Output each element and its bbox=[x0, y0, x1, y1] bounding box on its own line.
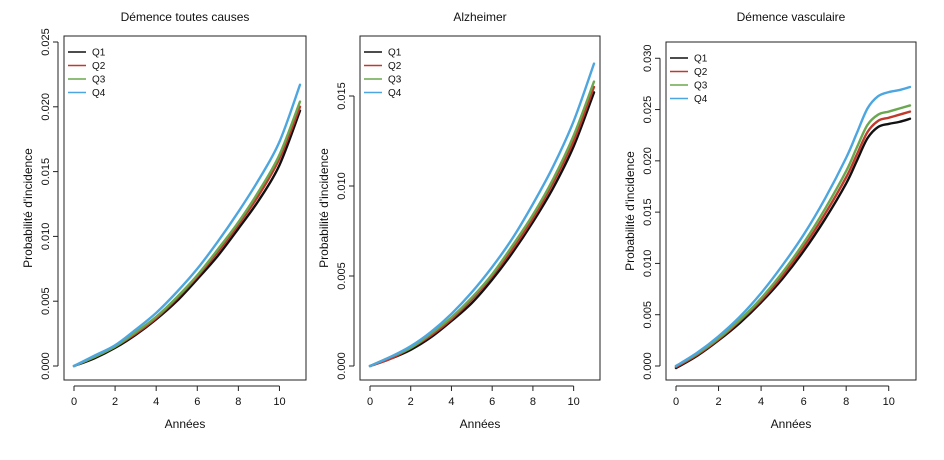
legend: Q1 Q2 Q3 Q4 bbox=[68, 48, 106, 99]
legend-label: Q3 bbox=[388, 75, 402, 86]
x-tick-label: 0 bbox=[367, 396, 373, 408]
chart-title: Alzheimer bbox=[453, 10, 506, 24]
x-axis: 0 2 4 6 8 10 bbox=[673, 385, 895, 408]
y-tick-label: 0.025 bbox=[642, 96, 654, 124]
x-axis-label: Années bbox=[165, 417, 206, 431]
series-line-q1 bbox=[368, 91, 596, 368]
y-tick-label: 0.015 bbox=[40, 158, 52, 186]
series-line-q4 bbox=[368, 62, 596, 368]
x-axis: 0 2 4 6 8 10 bbox=[71, 385, 286, 408]
legend-label: Q3 bbox=[92, 75, 106, 86]
x-tick-label: 10 bbox=[568, 396, 580, 408]
y-tick-label: 0.010 bbox=[336, 172, 348, 200]
x-axis-label: Années bbox=[460, 417, 501, 431]
x-tick-label: 0 bbox=[71, 396, 77, 408]
plot-frame bbox=[359, 35, 601, 381]
series-line-q2 bbox=[674, 110, 912, 369]
series-line-q3 bbox=[72, 100, 302, 368]
series-line-q3 bbox=[674, 104, 912, 368]
x-tick-label: 10 bbox=[883, 396, 895, 408]
plot-frame bbox=[63, 35, 307, 381]
y-tick-label: 0.005 bbox=[642, 301, 654, 329]
series-line-q2 bbox=[368, 85, 596, 368]
x-tick-label: 4 bbox=[758, 396, 764, 408]
x-tick-label: 2 bbox=[408, 396, 414, 408]
legend-label: Q3 bbox=[694, 81, 708, 92]
legend-label: Q2 bbox=[92, 61, 106, 72]
x-tick-label: 4 bbox=[448, 396, 454, 408]
legend: Q1 Q2 Q3 Q4 bbox=[670, 54, 708, 105]
x-tick-label: 6 bbox=[801, 396, 807, 408]
y-tick-label: 0.000 bbox=[336, 352, 348, 380]
x-axis: 0 2 4 6 8 10 bbox=[367, 385, 580, 408]
series-line-q4 bbox=[674, 85, 912, 368]
x-tick-label: 2 bbox=[715, 396, 721, 408]
y-tick-label: 0.010 bbox=[642, 250, 654, 278]
x-tick-label: 10 bbox=[273, 396, 285, 408]
legend-label: Q1 bbox=[92, 48, 106, 59]
y-axis: 0.000 0.005 0.010 0.015 0.020 0.025 0.030 bbox=[642, 44, 661, 380]
chart-title: Démence toutes causes bbox=[121, 10, 250, 24]
y-axis: 0.000 0.005 0.010 0.015 bbox=[336, 82, 355, 380]
series-line-q3 bbox=[368, 80, 596, 368]
legend-label: Q4 bbox=[388, 88, 402, 99]
legend: Q1 Q2 Q3 Q4 bbox=[364, 48, 402, 99]
legend-label: Q4 bbox=[92, 88, 106, 99]
series-line-q1 bbox=[72, 109, 302, 368]
x-tick-label: 6 bbox=[489, 396, 495, 408]
chart-title: Démence vasculaire bbox=[737, 10, 846, 24]
y-axis-label: Probabilité d'incidence bbox=[623, 151, 637, 271]
y-tick-label: 0.020 bbox=[642, 147, 654, 175]
x-tick-label: 2 bbox=[112, 396, 118, 408]
y-tick-label: 0.010 bbox=[40, 223, 52, 251]
legend-label: Q4 bbox=[694, 94, 708, 105]
legend-label: Q1 bbox=[694, 54, 708, 65]
x-tick-label: 0 bbox=[673, 396, 679, 408]
legend-label: Q1 bbox=[388, 48, 402, 59]
y-tick-label: 0.020 bbox=[40, 93, 52, 121]
y-tick-label: 0.025 bbox=[40, 28, 52, 56]
plot-frame bbox=[665, 41, 917, 381]
y-tick-label: 0.005 bbox=[40, 287, 52, 315]
y-axis: 0.000 0.005 0.010 0.015 0.020 0.025 bbox=[40, 28, 59, 380]
x-tick-label: 8 bbox=[843, 396, 849, 408]
x-tick-label: 6 bbox=[194, 396, 200, 408]
series-line-q4 bbox=[72, 83, 302, 368]
x-axis-label: Années bbox=[771, 417, 812, 431]
series-line-q2 bbox=[72, 105, 302, 368]
y-tick-label: 0.005 bbox=[336, 262, 348, 290]
series-line-q1 bbox=[674, 117, 912, 370]
x-tick-label: 8 bbox=[530, 396, 536, 408]
legend-label: Q2 bbox=[694, 67, 708, 78]
y-tick-label: 0.015 bbox=[336, 82, 348, 110]
y-tick-label: 0.000 bbox=[642, 352, 654, 380]
x-tick-label: 8 bbox=[235, 396, 241, 408]
y-tick-label: 0.000 bbox=[40, 352, 52, 380]
y-axis-label: Probabilité d'incidence bbox=[21, 148, 35, 268]
y-tick-label: 0.015 bbox=[642, 198, 654, 226]
x-tick-label: 4 bbox=[153, 396, 159, 408]
y-tick-label: 0.030 bbox=[642, 44, 654, 72]
y-axis-label: Probabilité d'incidence bbox=[317, 148, 331, 268]
legend-label: Q2 bbox=[388, 61, 402, 72]
